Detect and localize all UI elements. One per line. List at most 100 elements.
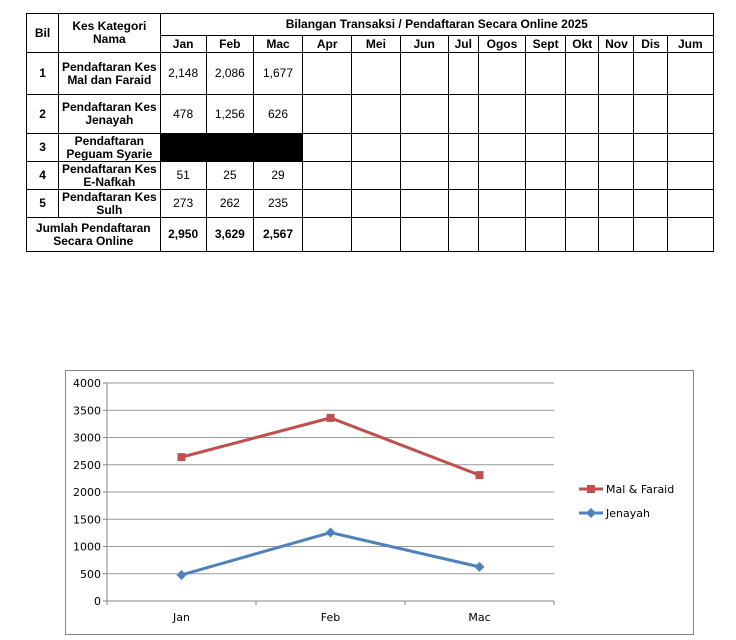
value-cell: 51 [159,161,207,190]
value-cell: 1,256 [205,94,254,134]
value-cell [447,161,479,190]
table-row: 4 Pendaftaran Kes E-Nafkah 51 25 29 [25,161,715,190]
value-cell [351,94,401,134]
row-number: 2 [25,94,60,134]
value-cell [598,94,635,134]
value-cell [351,161,401,190]
month-header-dis: Dis [633,35,668,53]
legend-label: Mal & Faraid [606,483,674,496]
category-name: Pendaftaran Kes E-Nafkah [58,161,161,190]
value-cell [447,52,479,95]
value-cell [525,189,567,218]
total-value-cell [447,217,479,252]
table-row: 5 Pendaftaran Kes Sulh 273 262 235 [25,189,715,218]
category-name: Pendaftaran Kes Jenayah [58,94,161,134]
total-value-cell: 2,950 [159,217,207,252]
month-header-apr: Apr [302,35,353,53]
total-value-cell [666,217,715,252]
month-header-jun: Jun [399,35,449,53]
value-cell [598,189,635,218]
value-cell [565,94,600,134]
line-chart-svg: 0 500 1000 1500 2000 2500 3000 3500 4000 Jan Feb Ma… [73,377,674,624]
value-cell [633,52,668,95]
value-cell [302,52,353,95]
value-cell [666,161,715,190]
value-cell [525,161,567,190]
value-cell [633,133,668,162]
series-line [181,416,481,477]
value-cell [447,189,479,218]
value-cell [447,133,479,162]
data-point [177,453,186,462]
value-cell [302,189,353,218]
total-value-cell [525,217,567,252]
value-cell [302,133,353,162]
value-cell: 25 [205,161,254,190]
month-header-mac: Mac [252,35,304,53]
value-cell [525,133,567,162]
value-cell [477,189,527,218]
value-cell: 626 [252,94,304,134]
data-point [325,527,336,538]
y-tick-label: 500 [80,568,101,581]
legend-marker [586,508,596,518]
value-cell [565,161,600,190]
value-cell: 273 [159,189,207,218]
value-cell [399,189,449,218]
x-tick-label: Mac [468,611,490,624]
value-cell [666,189,715,218]
legend-label: Jenayah [605,507,650,520]
y-tick-label: 2000 [73,486,101,499]
value-cell [351,52,401,95]
data-point [326,413,335,422]
total-value-cell [633,217,668,252]
category-name: Pendaftaran Kes Mal dan Faraid [58,52,161,95]
value-cell: 2,148 [159,52,207,95]
value-cell [633,94,668,134]
series-line [181,530,480,577]
total-value-cell [302,217,353,252]
value-cell [399,52,449,95]
total-value-cell: 3,629 [205,217,254,252]
value-cell [633,189,668,218]
value-cell [565,133,600,162]
value-cell [633,161,668,190]
category-name: Pendaftaran Peguam Syarie [58,133,161,162]
month-header-nov: Nov [598,35,635,53]
redacted-block [159,133,304,162]
x-tick-label: Feb [321,611,340,624]
value-cell [399,161,449,190]
value-cell [351,133,401,162]
value-cell [477,161,527,190]
table-body: 1 Pendaftaran Kes Mal dan Faraid 2,148 2,08… [25,52,715,252]
value-cell [525,94,567,134]
total-value-cell [565,217,600,252]
month-header-mei: Mei [351,35,401,53]
value-cell [565,52,600,95]
total-label: Jumlah Pendaftaran Secara Online [26,217,161,252]
table-row: 1 Pendaftaran Kes Mal dan Faraid 2,148 2,08… [25,52,715,95]
value-cell [399,133,449,162]
y-tick-label: 4000 [73,377,101,390]
value-cell [477,52,527,95]
value-cell [598,161,635,190]
statistics-table: Bil Kes Kategori Nama Bilangan Transaksi… [25,13,715,252]
total-row: Jumlah Pendaftaran Secara Online 2,950 3,6… [26,217,715,252]
category-name: Pendaftaran Kes Sulh [58,189,161,218]
month-header-ogos: Ogos [477,35,527,53]
x-tick-label: Jan [172,611,190,624]
month-header-jan: Jan [159,35,207,53]
month-header-okt: Okt [565,35,600,53]
value-cell [565,189,600,218]
month-header-jum: Jum [666,35,715,53]
table-row: 3 Pendaftaran Peguam Syarie [25,133,715,162]
value-cell: 235 [252,189,304,218]
value-cell [666,52,715,95]
value-cell [302,161,353,190]
value-cell: 262 [205,189,254,218]
value-cell [666,94,715,134]
value-cell [477,133,527,162]
month-header-jul: Jul [447,35,479,53]
row-number: 4 [25,161,60,190]
y-tick-label: 2500 [73,459,101,472]
